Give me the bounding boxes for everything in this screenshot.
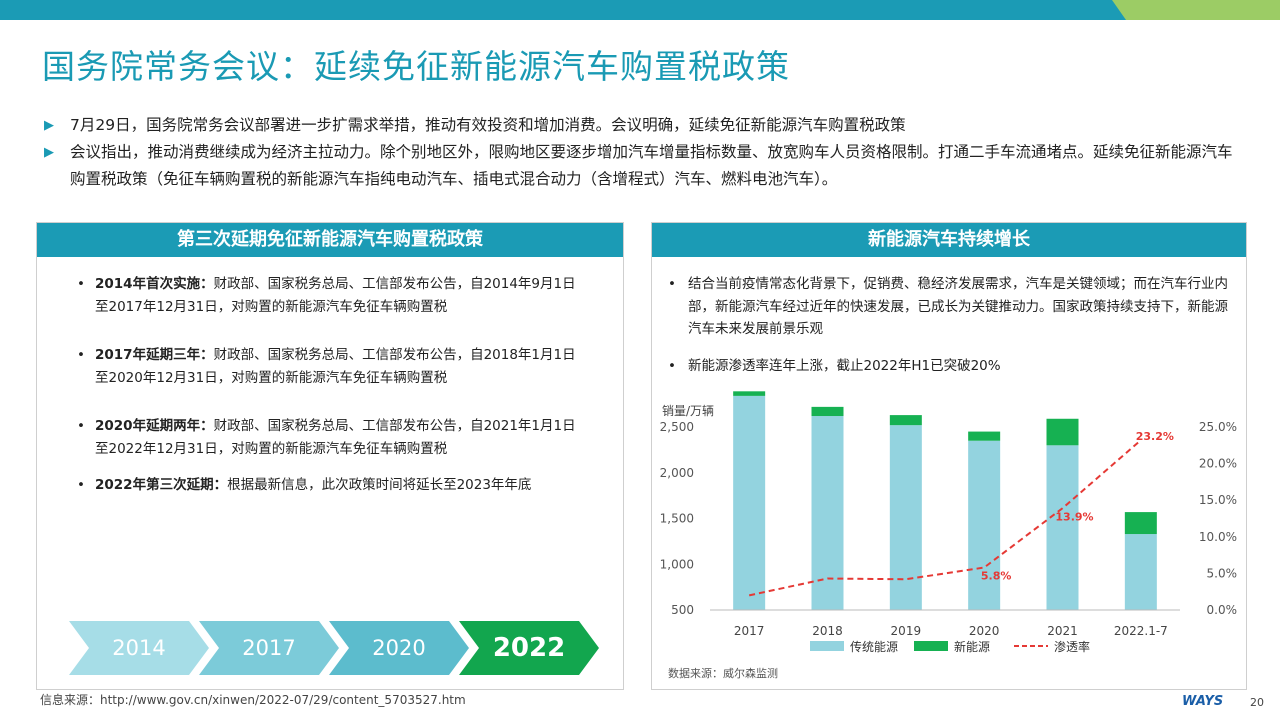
top-bar-accent — [1112, 0, 1280, 20]
top-bar — [0, 0, 1130, 20]
legend-swatch-nev — [914, 641, 948, 651]
triangle-bullet-icon: ▶ — [44, 145, 54, 160]
data-label: 13.9% — [1055, 510, 1093, 523]
policy-item-head: 2014年首次实施： — [95, 276, 214, 292]
page-number: 20 — [1250, 696, 1264, 709]
intro-bullet-text: 会议指出，推动消费继续成为经济主拉动力。除个别地区外，限购地区要逐步增加汽车增量… — [70, 143, 1233, 188]
bar-nev — [968, 431, 1001, 441]
growth-panel-title: 新能源汽车持续增长 — [652, 223, 1246, 257]
sales-chart: 销量/万辆 2,500 2,000 1,500 1,000 500 25.0% 20.0% 15… — [660, 391, 1238, 680]
policy-panel-title: 第三次延期免征新能源汽车购置税政策 — [37, 223, 623, 257]
x-tick-label: 2022.1-7 — [1114, 624, 1168, 638]
bar-traditional — [811, 416, 844, 610]
y2-tick-label: 20.0% — [1199, 457, 1237, 471]
bar-traditional — [1124, 534, 1157, 610]
policy-item: • 2017年延期三年：财政部、国家税务总局、工信部发布公告，自2018年1月1… — [77, 344, 577, 389]
bullet-dot-icon: • — [668, 357, 676, 374]
timeline-step-current: 2022 — [459, 621, 599, 675]
penetration-line — [748, 439, 1142, 597]
ways-logo: WAYS — [1182, 694, 1223, 709]
policy-item: • 2022年第三次延期：根据最新信息，此次政策时间将延长至2023年年底 — [77, 474, 577, 497]
bar-traditional — [889, 425, 922, 610]
y-tick-label: 500 — [671, 603, 694, 617]
policy-item-body: 财政部、国家税务总局、工信部发布公告，自2018年1月1日至2020年12月31… — [95, 347, 576, 386]
growth-panel: 新能源汽车持续增长 • 结合当前疫情常态化背景下，促销费、稳经济发展需求，汽车是… — [651, 222, 1247, 690]
bullet-dot-icon: • — [77, 276, 85, 292]
bullet-dot-icon: • — [77, 347, 85, 363]
data-label: 5.8% — [981, 570, 1012, 583]
policy-panel: 第三次延期免征新能源汽车购置税政策 • 2014年首次实施：财政部、国家税务总局… — [36, 222, 624, 690]
y2-tick-label: 5.0% — [1207, 566, 1238, 580]
y-tick-label: 1,000 — [660, 557, 694, 571]
x-tick-label: 2019 — [891, 624, 922, 638]
intro-bullet: ▶ 7月29日，国务院常务会议部署进一步扩需求举措，推动有效投资和增加消费。会议… — [40, 112, 1245, 139]
policy-item-body: 根据最新信息，此次政策时间将延长至2023年年底 — [227, 477, 532, 493]
policy-item-head: 2022年第三次延期： — [95, 477, 228, 493]
y2-tick-label: 10.0% — [1199, 530, 1237, 544]
logo-text: WAYS — [1182, 694, 1224, 709]
timeline-step: 2014 — [69, 621, 209, 675]
bullet-dot-icon: • — [77, 477, 85, 493]
bar-nev — [1046, 418, 1079, 446]
intro-bullet: ▶ 会议指出，推动消费继续成为经济主拉动力。除个别地区外，限购地区要逐步增加汽车… — [40, 139, 1245, 193]
bar-nev — [889, 415, 922, 426]
timeline-step: 2020 — [329, 621, 469, 675]
legend-label: 渗透率 — [1054, 639, 1090, 654]
policy-item: • 2020年延期两年：财政部、国家税务总局、工信部发布公告，自2021年1月1… — [77, 415, 577, 460]
y-tick-label: 2,500 — [660, 420, 694, 434]
chart-source: 数据来源：威尔森监测 — [668, 666, 778, 680]
policy-list: • 2014年首次实施：财政部、国家税务总局、工信部发布公告，自2014年9月1… — [77, 273, 577, 497]
y-axis-label: 销量/万辆 — [662, 404, 714, 418]
x-tick-label: 2018 — [812, 624, 843, 638]
timeline-step: 2017 — [199, 621, 339, 675]
footer-source: 信息来源：http://www.gov.cn/xinwen/2022-07/29… — [40, 693, 466, 707]
x-tick-label: 2017 — [734, 624, 765, 638]
policy-item-body: 财政部、国家税务总局、工信部发布公告，自2014年9月1日至2017年12月31… — [95, 276, 576, 315]
page-title: 国务院常务会议：延续免征新能源汽车购置税政策 — [42, 47, 790, 86]
legend-label: 新能源 — [954, 639, 990, 654]
policy-item-head: 2020年延期两年： — [95, 418, 214, 434]
y2-tick-label: 15.0% — [1199, 493, 1237, 507]
growth-item: • 结合当前疫情常态化背景下，促销费、稳经济发展需求，汽车是关键领域；而在汽车行… — [668, 273, 1238, 341]
policy-item: • 2014年首次实施：财政部、国家税务总局、工信部发布公告，自2014年9月1… — [77, 273, 577, 318]
bar-traditional — [968, 440, 1001, 610]
y-tick-label: 1,500 — [660, 512, 694, 526]
growth-item: • 新能源渗透率连年上涨，截止2022年H1已突破20% — [668, 355, 1238, 378]
data-label: 23.2% — [1136, 430, 1174, 443]
legend-swatch-traditional — [810, 641, 844, 651]
bar-traditional — [1046, 445, 1079, 610]
bar-nev — [733, 391, 766, 396]
legend-label: 传统能源 — [850, 639, 898, 654]
bar-nev — [811, 406, 844, 417]
bullet-dot-icon: • — [668, 276, 676, 292]
growth-item-text: 新能源渗透率连年上涨，截止2022年H1已突破20% — [688, 357, 1001, 374]
policy-timeline: 2014 2017 2020 2022 — [39, 621, 639, 675]
bullet-dot-icon: • — [77, 418, 85, 434]
y-tick-label: 2,000 — [660, 466, 694, 480]
y2-tick-label: 0.0% — [1207, 603, 1238, 617]
policy-item-head: 2017年延期三年： — [95, 347, 214, 363]
x-tick-label: 2020 — [969, 624, 1000, 638]
bar-nev — [1124, 512, 1157, 535]
growth-list: • 结合当前疫情常态化背景下，促销费、稳经济发展需求，汽车是关键领域；而在汽车行… — [668, 273, 1238, 377]
y2-tick-label: 25.0% — [1199, 420, 1237, 434]
policy-item-body: 财政部、国家税务总局、工信部发布公告，自2021年1月1日至2022年12月31… — [95, 418, 576, 457]
intro-bullet-text: 7月29日，国务院常务会议部署进一步扩需求举措，推动有效投资和增加消费。会议明确… — [70, 116, 906, 134]
intro-bullets: ▶ 7月29日，国务院常务会议部署进一步扩需求举措，推动有效投资和增加消费。会议… — [40, 112, 1245, 193]
growth-item-text: 结合当前疫情常态化背景下，促销费、稳经济发展需求，汽车是关键领域；而在汽车行业内… — [688, 276, 1228, 337]
bar-traditional — [733, 395, 766, 610]
triangle-bullet-icon: ▶ — [44, 118, 54, 133]
x-tick-label: 2021 — [1047, 624, 1078, 638]
